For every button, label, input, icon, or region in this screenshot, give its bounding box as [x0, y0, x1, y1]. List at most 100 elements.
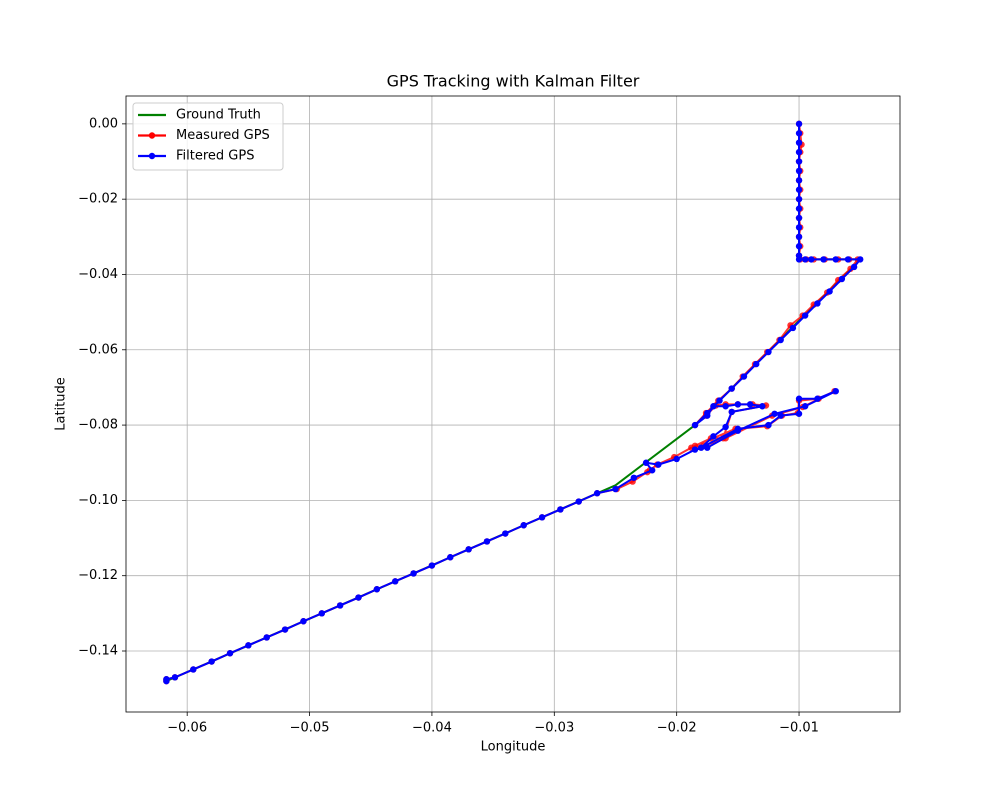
- data-point: [245, 642, 252, 649]
- y-tick-label: −0.08: [78, 418, 118, 433]
- data-point: [795, 233, 803, 241]
- data-point: [740, 373, 748, 380]
- data-point: [538, 514, 546, 521]
- data-point: [801, 403, 809, 410]
- data-point: [795, 410, 803, 417]
- data-point: [765, 348, 772, 356]
- plot-frame: [125, 95, 901, 713]
- data-point: [746, 401, 754, 408]
- data-point: [795, 120, 803, 128]
- data-point: [465, 546, 472, 553]
- chart-title: GPS Tracking with Kalman Filter: [387, 72, 640, 91]
- y-tick-label: 0.00: [89, 116, 118, 131]
- legend-label: Filtered GPS: [176, 149, 254, 164]
- data-point: [226, 650, 234, 657]
- data-point: [704, 412, 711, 419]
- data-point: [771, 410, 778, 417]
- data-point: [483, 538, 491, 545]
- data-point: [795, 130, 803, 137]
- data-point: [765, 421, 772, 429]
- data-point: [410, 570, 417, 577]
- data-point: [373, 586, 381, 593]
- data-point: [630, 474, 638, 481]
- data-point: [612, 485, 619, 493]
- data-point: [808, 256, 815, 263]
- data-point: [838, 275, 846, 283]
- x-tick-label: −0.06: [167, 721, 207, 736]
- data-point: [704, 444, 711, 451]
- x-tick-label: −0.05: [290, 721, 330, 736]
- data-point: [814, 300, 821, 307]
- data-point: [857, 256, 864, 263]
- data-point: [691, 421, 699, 429]
- x-tick-label: −0.03: [534, 721, 574, 736]
- data-point: [392, 578, 399, 585]
- x-tick-label: −0.02: [657, 721, 697, 736]
- data-point: [826, 288, 833, 295]
- data-point: [722, 423, 729, 431]
- data-point: [428, 562, 436, 569]
- y-tick-label: −0.10: [78, 493, 118, 508]
- data-point: [759, 403, 766, 410]
- y-tick-label: −0.12: [78, 568, 118, 583]
- data-point: [753, 360, 760, 368]
- data-point: [575, 498, 582, 505]
- data-point: [832, 256, 839, 263]
- data-point: [318, 610, 325, 617]
- data-point: [795, 186, 803, 193]
- legend-marker: [148, 152, 156, 160]
- data-point: [795, 195, 803, 203]
- data-point: [820, 256, 827, 263]
- data-point: [795, 148, 803, 156]
- data-point: [795, 139, 803, 146]
- data-point: [795, 214, 803, 222]
- data-point: [281, 626, 289, 633]
- data-point: [263, 634, 270, 641]
- y-tick-label: −0.02: [78, 192, 118, 207]
- data-point: [710, 403, 717, 410]
- data-point: [300, 618, 307, 625]
- data-point: [655, 461, 662, 468]
- data-point: [795, 243, 803, 250]
- data-point: [593, 490, 601, 497]
- data-point: [795, 177, 803, 184]
- data-point: [208, 658, 215, 665]
- y-tick-label: −0.04: [78, 267, 118, 282]
- data-point: [502, 530, 509, 537]
- data-point: [734, 427, 742, 434]
- data-point: [844, 256, 852, 263]
- data-point: [728, 408, 735, 416]
- legend-label: Measured GPS: [176, 128, 270, 143]
- data-point: [777, 336, 784, 344]
- data-point: [673, 455, 680, 463]
- data-point: [710, 433, 717, 440]
- data-point: [642, 459, 650, 466]
- legend: Ground Truth Measured GPS Filtered GPS: [132, 102, 284, 171]
- data-point: [691, 446, 699, 453]
- legend-label: Ground Truth: [176, 108, 261, 123]
- data-point: [697, 444, 705, 451]
- data-point: [734, 401, 742, 408]
- y-axis-label: Latitude: [54, 377, 69, 431]
- x-tick-label: −0.01: [779, 721, 819, 736]
- x-tick-label: −0.04: [412, 721, 452, 736]
- data-point: [801, 256, 809, 263]
- data-point: [777, 412, 784, 419]
- x-axis-label: Longitude: [481, 740, 546, 755]
- data-point: [832, 387, 839, 395]
- data-point: [795, 158, 803, 165]
- data-point: [557, 506, 564, 513]
- data-point: [814, 395, 821, 402]
- data-point: [728, 385, 735, 392]
- legend-box: [132, 102, 284, 171]
- data-point: [789, 324, 797, 332]
- data-point: [447, 554, 454, 561]
- data-point: [190, 666, 197, 673]
- data-point: [520, 522, 527, 529]
- data-point: [795, 205, 803, 212]
- data-point: [171, 674, 179, 681]
- data-point: [336, 602, 344, 609]
- data-point: [163, 677, 170, 685]
